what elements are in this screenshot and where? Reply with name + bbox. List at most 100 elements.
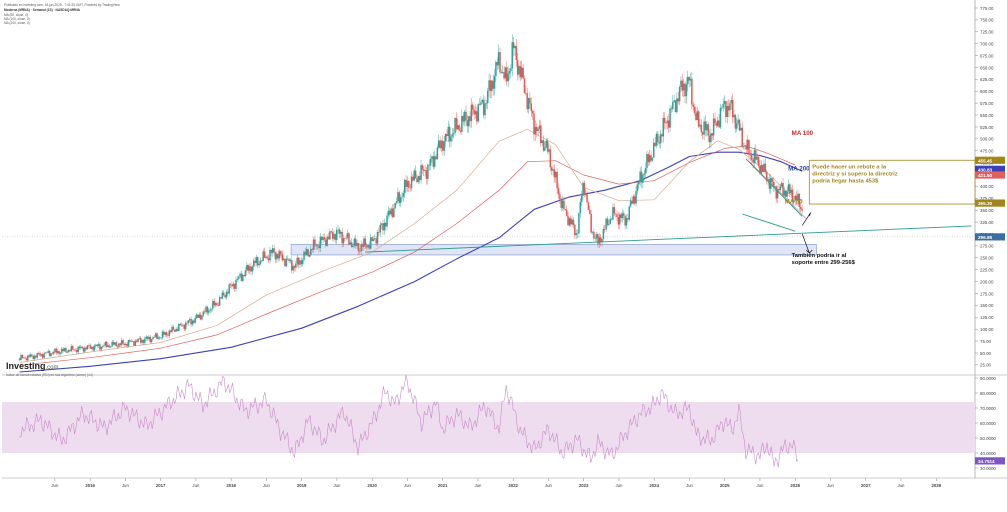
candle-body	[27, 355, 29, 361]
candle-body	[569, 218, 572, 225]
candle-body	[693, 106, 696, 114]
candle-body	[167, 335, 169, 336]
candle-body	[526, 93, 528, 110]
candle-body	[278, 251, 281, 259]
candle-body	[405, 179, 407, 187]
price-tick-label: 675.00	[980, 53, 994, 58]
candle-body	[235, 279, 237, 289]
candle-body	[179, 323, 181, 326]
candle-body	[340, 231, 342, 234]
price-tag	[975, 233, 1005, 241]
candle-body	[55, 348, 58, 353]
candle-body	[674, 100, 677, 113]
candle-body	[61, 348, 63, 353]
candle-body	[107, 345, 109, 347]
candle-body	[46, 352, 48, 354]
candle-body	[202, 311, 205, 316]
candle-body	[716, 120, 719, 126]
candle-body	[594, 238, 596, 239]
candle-body	[740, 127, 742, 131]
candle-body	[591, 231, 594, 233]
candle-body	[764, 163, 767, 172]
candle-body	[73, 349, 75, 351]
rsi-tick-label: 70.0000	[980, 406, 996, 411]
candle-body	[63, 347, 66, 351]
annotation-rebound-text: directriz y si supero la directriz	[812, 171, 897, 177]
candle-body	[571, 219, 573, 225]
price-tick-label: 400.00	[980, 184, 994, 189]
candle-body	[628, 206, 631, 220]
candle-body	[261, 260, 263, 262]
candle-body	[644, 167, 647, 174]
candle-body	[484, 103, 486, 116]
candle-body	[772, 181, 775, 187]
candle-body	[274, 252, 277, 260]
candle-body	[206, 306, 209, 313]
candle-body	[545, 140, 548, 148]
candle-body	[776, 188, 779, 199]
candle-body	[378, 231, 380, 233]
candle-body	[269, 249, 271, 261]
candle-body	[650, 155, 652, 161]
candle-body	[427, 164, 429, 179]
price-tag	[975, 171, 1005, 179]
candle-body	[521, 67, 523, 78]
candle-body	[511, 42, 513, 69]
candle-body	[22, 357, 25, 359]
candle-body	[372, 238, 375, 242]
time-tick-label: 2020	[367, 483, 377, 488]
candle-body	[629, 201, 632, 207]
candle-body	[359, 251, 361, 252]
candle-body	[708, 135, 711, 143]
candle-body	[242, 274, 244, 282]
candle-body	[233, 283, 236, 289]
candle-body	[300, 260, 303, 265]
candle-body	[133, 341, 135, 346]
candle-body	[433, 156, 436, 167]
candle-body	[165, 332, 168, 336]
candle-body	[391, 208, 394, 218]
candle-body	[722, 104, 724, 108]
time-tick-label: 2018	[226, 483, 236, 488]
candle-body	[654, 142, 656, 146]
price-tick-label: 700.00	[980, 41, 994, 46]
candle-body	[529, 97, 531, 104]
candle-body	[559, 194, 561, 200]
candle-body	[598, 237, 601, 244]
candle-body	[435, 156, 437, 160]
candle-body	[711, 133, 714, 136]
time-tick-label: Jun	[545, 483, 553, 488]
candle-body	[791, 189, 794, 203]
candle-body	[689, 78, 692, 81]
candle-body	[631, 201, 633, 204]
candle-body	[344, 238, 346, 239]
candle-body	[493, 76, 496, 89]
candle-body	[81, 346, 83, 348]
candle-body	[718, 120, 720, 128]
candle-body	[568, 218, 571, 226]
candle-body	[291, 260, 293, 271]
candle-body	[553, 169, 556, 178]
candle-body	[299, 260, 301, 265]
candle-body	[229, 284, 232, 285]
price-tag-label: 430.83	[978, 167, 992, 172]
candle-body	[523, 78, 526, 93]
candle-body	[639, 171, 641, 182]
candle-body	[146, 336, 149, 340]
candle-body	[469, 116, 471, 122]
candle-body	[731, 99, 734, 118]
candle-body	[157, 337, 160, 339]
price-tick-label: 775.00	[980, 6, 994, 11]
candle-body	[798, 193, 801, 207]
rsi-tick-label: 30.0000	[980, 466, 996, 471]
candle-body	[348, 233, 350, 245]
candle-body	[126, 343, 128, 347]
candle-body	[695, 113, 697, 121]
candle-body	[239, 273, 241, 277]
candle-body	[789, 184, 791, 194]
candle-body	[93, 346, 96, 351]
candle-body	[161, 331, 164, 338]
candle-body	[39, 353, 41, 356]
candle-body	[752, 159, 754, 163]
candle-body	[613, 207, 616, 214]
